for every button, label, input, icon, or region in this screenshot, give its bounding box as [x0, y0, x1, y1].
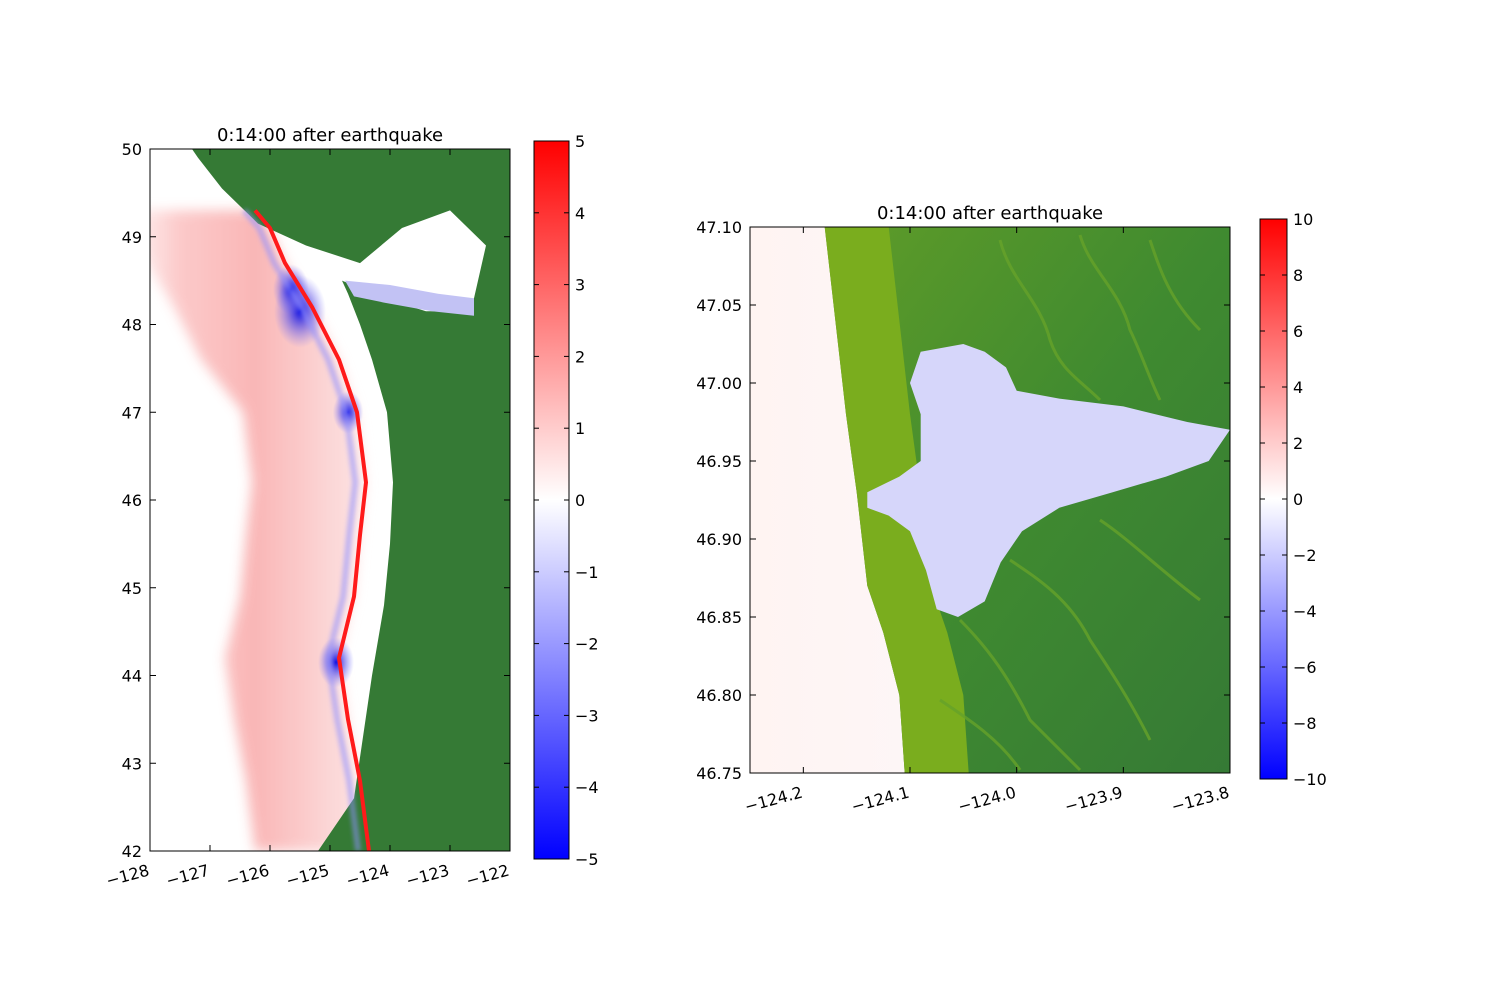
y-tick-label: 46.75: [696, 764, 742, 783]
x-tick-label: −126: [224, 861, 271, 891]
y-tick-label: 47.05: [696, 296, 742, 315]
right-panel: 0:14:00 after earthquake −124.2 −124.1 −12…: [696, 203, 1327, 816]
colorbar-tick-label: 10: [1293, 210, 1313, 229]
left-wave-trough-band: [241, 208, 362, 851]
x-tick-label: −123.9: [1063, 783, 1125, 817]
x-tick-label: −124.1: [849, 783, 911, 817]
y-tick-label: 46: [122, 491, 142, 510]
colorbar-tick-label: −10: [1293, 770, 1327, 789]
left-panel: 0:14:00 after earthquake −128 −127 −126 −12…: [104, 125, 599, 890]
y-tick-label: 49: [122, 228, 142, 247]
colorbar-tick-label: 0: [575, 491, 585, 510]
colorbar-tick-label: 4: [1293, 378, 1303, 397]
x-tick-label: −127: [164, 861, 211, 891]
x-tick-label: −124: [344, 861, 391, 891]
left-colorbar: [533, 140, 570, 860]
colorbar-tick-label: −4: [1293, 602, 1317, 621]
colorbar-tick-label: −4: [575, 778, 599, 797]
y-tick-label: 47.10: [696, 218, 742, 237]
right-colorbar-axis: −10 −8 −6 −4 −2 0 2 4 6 8 10: [1260, 210, 1327, 789]
x-tick-label: −123: [404, 861, 451, 891]
left-colorbar-axis: −5 −4 −3 −2 −1 0 1 2 3 4 5: [534, 132, 599, 869]
colorbar-tick-label: −6: [1293, 658, 1317, 677]
y-tick-label: 47.00: [696, 374, 742, 393]
x-tick-label: −124.2: [743, 783, 805, 817]
right-axes-frame: [749, 226, 1231, 774]
y-tick-label: 46.90: [696, 530, 742, 549]
colorbar-tick-label: 0: [1293, 490, 1303, 509]
colorbar-tick-label: 2: [1293, 434, 1303, 453]
left-wave-front-ridge: [253, 209, 371, 851]
x-tick-label: −123.8: [1169, 783, 1231, 817]
y-tick-label: 46.85: [696, 608, 742, 627]
right-bay-water: [867, 344, 1230, 617]
y-tick-label: 46.95: [696, 452, 742, 471]
colorbar-tick-label: 3: [575, 276, 585, 295]
right-y-axis: 46.75 46.80 46.85 46.90 46.95 47.00 47.05 47.10: [696, 218, 1230, 783]
left-positive-wave-zone: [150, 210, 369, 851]
trough-spot: [318, 637, 354, 688]
left-strait-water: [345, 280, 474, 316]
colorbar-tick-label: 1: [575, 419, 585, 438]
colorbar-tick-label: 4: [575, 204, 585, 223]
colorbar-tick-label: −2: [1293, 546, 1317, 565]
y-tick-label: 48: [122, 316, 142, 335]
colorbar-tick-label: −2: [575, 635, 599, 654]
colorbar-tick-label: −3: [575, 706, 599, 725]
left-y-axis: 42 43 44 45 46 47 48 49 50: [122, 140, 510, 861]
y-tick-label: 45: [122, 579, 142, 598]
colorbar-tick-label: 8: [1293, 266, 1303, 285]
colorbar-tick-label: −5: [575, 850, 599, 869]
left-land-mass: [192, 149, 510, 851]
colorbar-tick-label: 6: [1293, 322, 1303, 341]
y-tick-label: 42: [122, 842, 142, 861]
colorbar-tick-label: 5: [575, 132, 585, 151]
x-tick-label: −124.0: [956, 783, 1018, 817]
colorbar-tick-label: −1: [575, 563, 599, 582]
colorbar-tick-label: 2: [575, 347, 585, 366]
right-chart-title: 0:14:00 after earthquake: [877, 203, 1103, 224]
y-tick-label: 44: [122, 667, 142, 686]
y-tick-label: 46.80: [696, 686, 742, 705]
right-plot-area: [750, 227, 1230, 773]
right-drainage-texture: [939, 234, 1202, 772]
y-tick-label: 47: [122, 403, 142, 422]
x-tick-label: −122: [464, 861, 511, 891]
x-tick-label: −125: [284, 861, 331, 891]
colorbar-tick-label: −8: [1293, 714, 1317, 733]
y-tick-label: 50: [122, 140, 142, 159]
left-chart-title: 0:14:00 after earthquake: [217, 125, 443, 146]
x-tick-label: −128: [104, 861, 151, 891]
left-plot-area: [150, 149, 510, 851]
y-tick-label: 43: [122, 754, 142, 773]
